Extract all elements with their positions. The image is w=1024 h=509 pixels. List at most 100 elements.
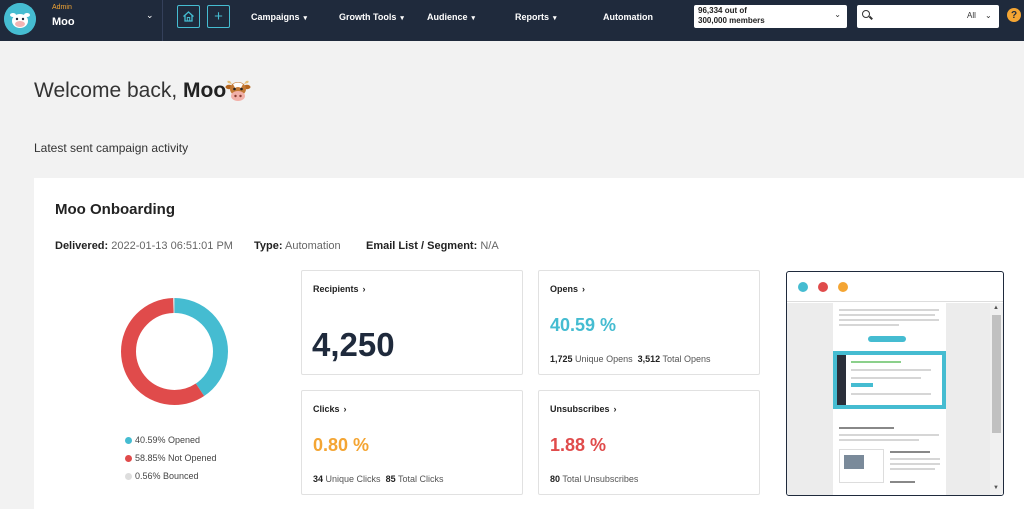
window-dot (818, 282, 828, 292)
top-navigation-bar: Admin Moo ⌄ + Campaigns ▾ Growth Tools ▾ A… (0, 0, 1024, 41)
recipients-count: 4,250 (312, 326, 395, 363)
cow-face-icon (225, 80, 251, 101)
members-line-1: 96,334 out of (698, 6, 747, 15)
delivered-value: 2022-01-13 06:51:01 PM (111, 240, 233, 252)
list-value: N/A (480, 240, 499, 252)
unique-clicks-count: 34 (313, 474, 324, 484)
legend-item-bounced: 0.56% Bounced (125, 471, 199, 481)
help-button[interactable]: ? (1007, 8, 1021, 22)
legend-dot (125, 436, 132, 444)
account-name: Moo (52, 16, 75, 28)
recipients-card[interactable]: Recipients › 4,250 (301, 270, 523, 375)
unique-clicks-label: Unique Clicks (325, 474, 381, 484)
search-scope-select[interactable]: All (967, 11, 976, 20)
members-count: 96,334 out of 300,000 members (698, 6, 765, 26)
nav-label: Growth Tools (339, 12, 397, 22)
welcome-name: Moo (183, 79, 227, 102)
nav-automation[interactable]: Automation (603, 12, 653, 22)
card-title[interactable]: Clicks › (313, 404, 347, 414)
type-value: Automation (284, 240, 341, 252)
card-title[interactable]: Opens › (550, 284, 585, 294)
opens-rate: 40.59 % (550, 315, 617, 335)
legend-item-opened: 40.59% Opened (125, 435, 200, 445)
campaign-activity-panel: Moo Onboarding Delivered: 2022-01-13 06:… (34, 178, 1024, 509)
preview-scrollbar[interactable]: ▲ ▼ (990, 303, 1003, 495)
add-button[interactable]: + (207, 5, 230, 28)
nav-label: Reports (515, 12, 550, 22)
cow-logo-icon (4, 3, 36, 35)
opens-donut-chart (121, 298, 228, 405)
list-meta: Email List / Segment: N/A (366, 240, 499, 252)
nav-label: Campaigns (251, 12, 300, 22)
unique-opens-label: Unique Opens (575, 354, 633, 364)
account-role: Admin (52, 4, 72, 11)
home-icon (183, 11, 194, 22)
scroll-down-icon[interactable]: ▼ (993, 485, 999, 491)
total-opens-count: 3,512 (637, 354, 661, 364)
brand-logo[interactable] (4, 3, 36, 35)
card-title-label: Unsubscribes (550, 404, 610, 414)
type-meta: Type: Automation (254, 240, 341, 252)
card-title[interactable]: Recipients › (313, 284, 366, 294)
nav-reports[interactable]: Reports ▾ (515, 12, 557, 22)
legend-label: 40.59% Opened (135, 435, 201, 445)
home-button[interactable] (177, 5, 200, 28)
legend-label: 0.56% Bounced (135, 471, 199, 481)
chevron-down-icon: ▾ (303, 15, 308, 22)
chevron-right-icon: › (582, 284, 586, 294)
chevron-down-icon: ⌄ (985, 11, 992, 20)
chevron-down-icon: ⌄ (146, 10, 154, 20)
preview-content (787, 303, 990, 495)
chevron-right-icon: › (362, 284, 366, 294)
total-opens-label: Total Opens (662, 354, 711, 364)
chevron-down-icon: ▾ (400, 15, 404, 22)
window-dot (798, 282, 808, 292)
legend-dot (125, 454, 132, 462)
window-dot (838, 282, 848, 292)
chevron-down-icon: ⌄ (834, 10, 841, 19)
search-box[interactable]: All ⌄ (857, 5, 999, 28)
unsubscribes-card[interactable]: Unsubscribes › 1.88 % 80 Total Unsubscrib… (538, 390, 760, 495)
total-unsubscribes-count: 80 (550, 474, 561, 484)
card-title-label: Clicks (313, 404, 340, 414)
chevron-down-icon: ▾ (553, 15, 557, 22)
section-title: Latest sent campaign activity (34, 141, 189, 155)
email-preview[interactable]: ▲ ▼ (786, 271, 1004, 496)
list-label: Email List / Segment: (366, 240, 478, 252)
unsubscribes-rate: 1.88 % (550, 435, 607, 455)
clicks-card[interactable]: Clicks › 0.80 % 34 Unique Clicks 85 Total… (301, 390, 523, 495)
opens-card[interactable]: Opens › 40.59 % 1,725 Unique Opens 3,512 … (538, 270, 760, 375)
nav-growth-tools[interactable]: Growth Tools ▾ (339, 12, 404, 22)
delivered-label: Delivered: (55, 240, 109, 252)
legend-dot (125, 472, 132, 480)
opens-breakdown: 1,725 Unique Opens 3,512 Total Opens (550, 354, 711, 364)
total-clicks-label: Total Clicks (397, 474, 444, 484)
legend-item-not-opened: 58.85% Not Opened (125, 453, 217, 463)
clicks-breakdown: 34 Unique Clicks 85 Total Clicks (313, 474, 443, 484)
members-line-2: 300,000 members (698, 16, 765, 25)
campaign-name: Moo Onboarding (55, 201, 175, 218)
card-title-label: Recipients (313, 284, 359, 294)
nav-campaigns[interactable]: Campaigns ▾ (251, 12, 307, 22)
delivered-meta: Delivered: 2022-01-13 06:51:01 PM (55, 240, 233, 252)
clicks-rate: 0.80 % (313, 435, 370, 455)
total-unsubscribes-label: Total Unsubscribes (562, 474, 639, 484)
members-count-select[interactable]: 96,334 out of 300,000 members ⌄ (694, 5, 847, 28)
help-icon: ? (1010, 9, 1018, 21)
scroll-up-icon[interactable]: ▲ (993, 305, 999, 311)
welcome-prefix: Welcome back, (34, 79, 178, 102)
chevron-right-icon: › (613, 404, 617, 414)
legend-label: 58.85% Not Opened (135, 453, 217, 463)
preview-window-bar (787, 272, 1003, 302)
card-title-label: Opens (550, 284, 579, 294)
unsubscribes-breakdown: 80 Total Unsubscribes (550, 474, 638, 484)
nav-audience[interactable]: Audience ▾ (427, 12, 475, 22)
scroll-thumb[interactable] (992, 315, 1001, 433)
email-thumbnail (833, 303, 946, 495)
total-clicks-count: 85 (385, 474, 396, 484)
nav-label: Automation (603, 12, 653, 22)
account-switcher[interactable]: Admin Moo ⌄ (44, 0, 163, 41)
card-title[interactable]: Unsubscribes › (550, 404, 617, 414)
unique-opens-count: 1,725 (550, 354, 573, 364)
chevron-down-icon: ▾ (471, 15, 476, 22)
